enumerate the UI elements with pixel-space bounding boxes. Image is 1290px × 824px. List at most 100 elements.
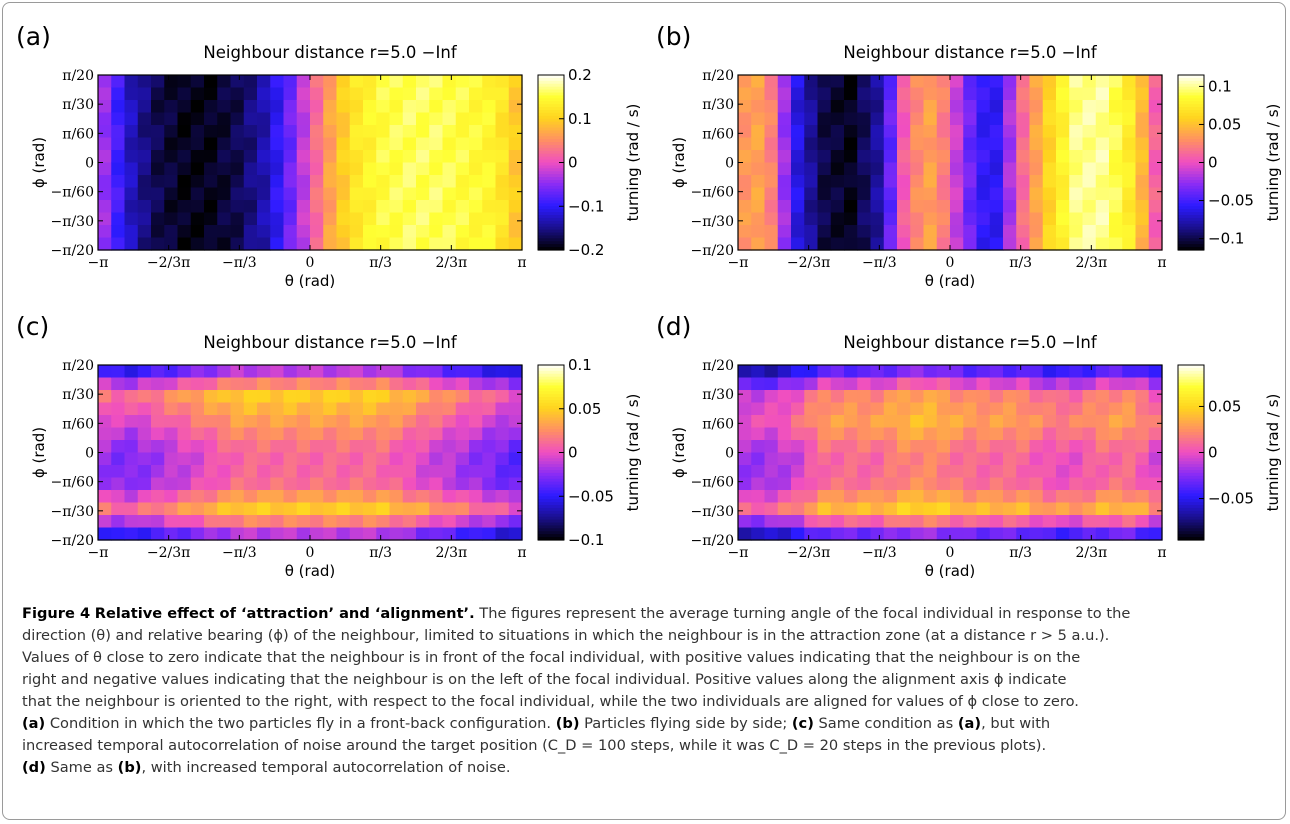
y-tick-label: π/30 <box>702 387 734 403</box>
heatmap-cell <box>270 225 285 239</box>
colorbar-segment <box>1178 112 1204 117</box>
heatmap-cell <box>243 225 258 239</box>
heatmap-cell <box>217 490 232 504</box>
heatmap-cell <box>897 527 911 541</box>
heatmap-cell <box>296 440 311 454</box>
heatmap-cell <box>442 175 457 189</box>
heatmap-cell <box>151 390 165 404</box>
heatmap-cell <box>111 515 126 529</box>
heatmap-cell <box>230 502 245 516</box>
heatmap-cell <box>1095 515 1110 529</box>
heatmap-cell <box>989 187 1004 201</box>
heatmap-cell <box>243 515 258 529</box>
heatmap-cell <box>989 477 1004 491</box>
heatmap-cell <box>336 465 351 479</box>
colorbar-segment <box>1178 516 1204 521</box>
heatmap-cell <box>738 137 752 151</box>
x-tick-label: −2/3π <box>147 255 190 271</box>
heatmap-cell <box>791 452 805 466</box>
heatmap-cell <box>111 175 126 189</box>
heatmap-cell <box>777 515 792 529</box>
heatmap-cell <box>243 112 258 126</box>
heatmap-cell <box>151 440 165 454</box>
heatmap-cell <box>764 87 779 101</box>
heatmap-cell <box>804 365 819 379</box>
colorbar-segment <box>538 86 564 91</box>
heatmap-cell <box>817 390 832 404</box>
colorbar-segment <box>1178 452 1204 457</box>
heatmap-cell <box>243 390 258 404</box>
x-tick-label: π/3 <box>369 545 392 561</box>
heatmap-cell <box>363 377 377 391</box>
colorbar-segment <box>1178 89 1204 94</box>
heatmap-cell <box>1056 125 1070 139</box>
heatmap-cell <box>482 502 497 516</box>
colorbar-segment <box>538 147 564 152</box>
colorbar-segment <box>1178 429 1204 433</box>
colorbar-segment <box>1178 182 1204 187</box>
heatmap-cell <box>1056 452 1070 466</box>
heatmap-cell <box>963 75 978 89</box>
heatmap-cell <box>1148 477 1163 491</box>
heatmap-cell <box>283 402 298 416</box>
heatmap-cells <box>98 75 523 251</box>
heatmap-cell <box>1095 365 1110 379</box>
heatmap-cell <box>1148 75 1163 89</box>
heatmap-cell <box>738 365 752 379</box>
heatmap-cell <box>495 125 510 139</box>
heatmap-cell <box>124 125 139 139</box>
heatmap-cell <box>336 175 351 189</box>
heatmap-cell <box>1122 365 1137 379</box>
heatmap-cell <box>1109 377 1123 391</box>
heatmap-cell <box>429 137 444 151</box>
heatmap-cell <box>177 137 192 151</box>
heatmap-cell <box>1056 175 1070 189</box>
heatmap-cell <box>283 452 298 466</box>
heatmap-cell <box>1135 390 1150 404</box>
heatmap-cell <box>508 527 523 541</box>
colorbar-segment <box>1178 420 1204 424</box>
heatmap-cell <box>283 87 298 101</box>
heatmap-cell <box>1148 452 1163 466</box>
heatmap-cell <box>1109 187 1123 201</box>
heatmap-cell <box>336 87 351 101</box>
heatmap-cell <box>270 212 285 226</box>
heatmap-cell <box>469 150 483 164</box>
heatmap-cell <box>455 112 470 126</box>
heatmap-cell <box>804 415 819 429</box>
caption-a-label: (a) <box>22 715 46 732</box>
heatmap-cell <box>1095 427 1110 441</box>
heatmap-cell <box>455 502 470 516</box>
heatmap-cell <box>777 415 792 429</box>
heatmap-cell <box>1095 452 1110 466</box>
colorbar-segment <box>538 223 564 228</box>
heatmap-cell <box>1069 237 1084 251</box>
heatmap-cell <box>1082 515 1097 529</box>
heatmap-cell <box>111 112 126 126</box>
heatmap-cell <box>363 112 377 126</box>
heatmap-cell <box>738 212 752 226</box>
colorbar-segment <box>538 513 564 518</box>
heatmap-cell <box>1109 225 1123 239</box>
heatmap-cell <box>482 162 497 176</box>
heatmap-cell <box>857 162 872 176</box>
heatmap-cell <box>1042 150 1057 164</box>
heatmap-cell <box>283 527 298 541</box>
heatmap-cell <box>976 477 991 491</box>
colorbar-segment <box>538 95 564 99</box>
heatmap-cell <box>764 415 779 429</box>
heatmap-cell <box>204 490 218 504</box>
heatmap-cell <box>1148 527 1163 541</box>
colorbar-segment <box>538 502 564 506</box>
colorbar-segment <box>538 206 564 210</box>
heatmap-cell <box>976 452 991 466</box>
heatmap-cell <box>963 187 978 201</box>
caption-b-text: Particles flying side by side; <box>584 715 788 732</box>
heatmap-cell <box>124 150 139 164</box>
panel-title: Neighbour distance r=5.0 −Inf <box>843 333 1097 352</box>
heatmap-cell <box>1122 162 1137 176</box>
heatmap-cell <box>257 225 271 239</box>
heatmap-cell <box>376 125 391 139</box>
heatmap-cell <box>455 187 470 201</box>
heatmap-cell <box>217 427 232 441</box>
